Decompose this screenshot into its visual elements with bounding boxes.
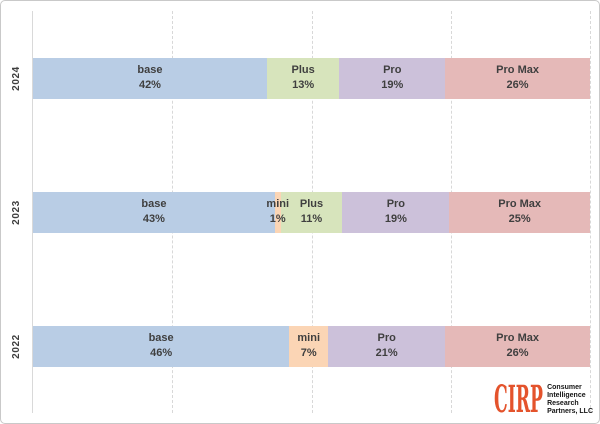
segment-name: Pro Max (496, 64, 539, 76)
segment-value: 21% (375, 347, 398, 359)
segment-label-group: Plus 13% (292, 63, 315, 93)
cirp-logo-text: CIRP (494, 383, 543, 416)
segment-pro-max: Pro Max 26% (445, 325, 590, 367)
chart-row-2022: base 46% mini 7% Pro 21% Pro Max 26% (33, 279, 590, 413)
segment-label-group: base 46% (149, 331, 174, 361)
logo-line: Intelligence (547, 391, 586, 399)
segment-pro-max: Pro Max 25% (449, 191, 590, 233)
logo-line: Research (547, 399, 579, 407)
segment-pro: Pro 19% (342, 191, 450, 233)
segment-name: Pro (383, 64, 402, 76)
segment-pro: Pro 21% (328, 325, 446, 367)
logo-line: Consumer (547, 383, 582, 391)
logo-line: Partners, LLC (547, 407, 593, 415)
year-cell: 2022 (1, 279, 32, 413)
segment-name: Pro (386, 198, 406, 210)
segment-label-group: Pro 21% (376, 331, 398, 361)
segment-label-group: Pro 19% (385, 197, 407, 227)
segment-label-group: base 43% (141, 197, 166, 227)
segment-name: mini (297, 332, 321, 344)
segment-mini: mini 1% (266, 191, 289, 233)
segment-value: 43% (142, 213, 165, 225)
segment-name: Pro (377, 332, 396, 344)
segment-value: 26% (506, 347, 529, 359)
segment-name: base (141, 198, 167, 210)
segment-label-group: base 42% (137, 63, 162, 93)
segment-plus: Plus 11% (280, 191, 343, 233)
segment-name: Pro Max (496, 332, 539, 344)
segment-base: base 42% (33, 57, 267, 99)
segment-pro: Pro 19% (339, 57, 446, 99)
segment-value: 13% (292, 79, 315, 91)
segment-value: 25% (508, 213, 531, 225)
segment-value: 11% (300, 213, 323, 225)
segment-name: base (148, 332, 174, 344)
year-label: 2023 (11, 199, 22, 225)
year-label: 2022 (11, 333, 22, 359)
segment-base: base 46% (33, 325, 290, 367)
segment-label-group: Pro Max 26% (496, 331, 539, 361)
segment-mini: mini 7% (289, 325, 329, 367)
stacked-bar-2023: base 43% mini 1% Plus 11% Pro 19% Pro Max 25% (33, 191, 590, 233)
year-cell: 2024 (1, 11, 32, 145)
segment-name: base (137, 64, 163, 76)
segment-plus: Plus 13% (266, 57, 340, 99)
stacked-bar-2022: base 46% mini 7% Pro 21% Pro Max 26% (33, 325, 590, 367)
segment-label-group: Pro Max 25% (498, 197, 541, 227)
segment-value: 19% (384, 213, 407, 225)
chart-row-2023: base 43% mini 1% Plus 11% Pro 19% Pro Max 25% (33, 145, 590, 279)
stacked-bar-2024: base 42% Plus 13% Pro 19% Pro Max 26% (33, 57, 590, 99)
plot-area: base 42% Plus 13% Pro 19% Pro Max 26% base 43% min… (32, 11, 591, 413)
chart-row-2024: base 42% Plus 13% Pro 19% Pro Max 26% (33, 11, 590, 145)
segment-value: 7% (300, 347, 317, 359)
year-axis: 2024 2023 2022 (1, 11, 32, 413)
segment-value: 1% (269, 213, 286, 225)
segment-name: mini (266, 198, 290, 210)
segment-value: 46% (150, 347, 173, 359)
segment-value: 26% (506, 79, 529, 91)
segment-value: 42% (138, 79, 161, 91)
segment-label-group: Pro 19% (381, 63, 403, 93)
segment-label-group: mini 7% (297, 331, 320, 361)
segment-pro-max: Pro Max 26% (445, 57, 590, 99)
cirp-logo-wordmark: CIRP (494, 383, 543, 416)
segment-base: base 43% (33, 191, 275, 233)
year-label: 2024 (11, 65, 22, 91)
cirp-logo: CIRP Consumer Intelligence Research Part… (494, 383, 593, 416)
year-cell: 2023 (1, 145, 32, 279)
segment-name: Plus (299, 198, 324, 210)
segment-value: 19% (381, 79, 404, 91)
segment-label-group: Pro Max 26% (496, 63, 539, 93)
segment-name: Pro Max (498, 198, 542, 210)
logo-text-block: Consumer Intelligence Research Partners,… (547, 384, 593, 416)
segment-label-group: mini 1% (266, 197, 289, 227)
segment-label-group: Plus 11% (300, 197, 323, 227)
segment-name: Plus (291, 64, 315, 76)
gridline-100 (590, 11, 591, 413)
